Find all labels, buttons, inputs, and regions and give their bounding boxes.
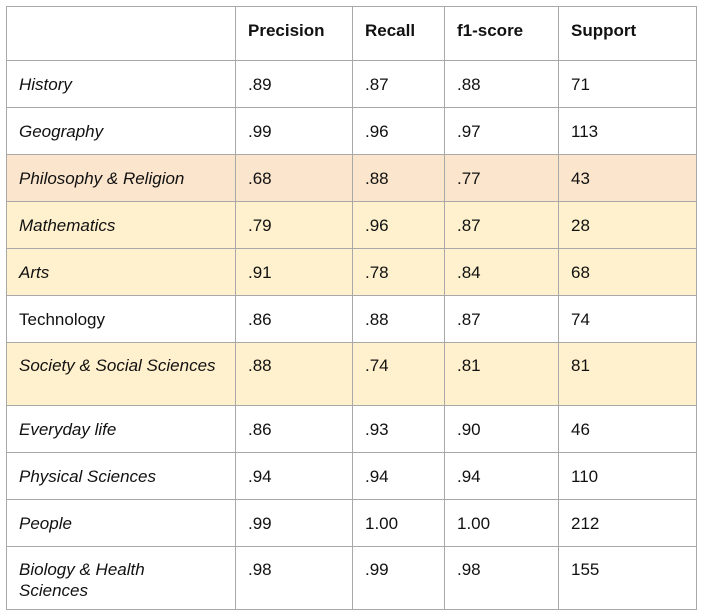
precision-cell: .86 [235, 405, 353, 453]
support-cell: 71 [558, 60, 697, 108]
f1-score-cell: .84 [444, 248, 559, 296]
f1-score-cell: 1.00 [444, 499, 559, 547]
category-cell: Philosophy & Religion [6, 154, 236, 202]
table-row: People .99 1.00 1.00 212 [6, 499, 697, 547]
support-cell: 68 [558, 248, 697, 296]
recall-cell: .96 [352, 201, 445, 249]
precision-cell: .99 [235, 499, 353, 547]
f1-score-cell: .94 [444, 452, 559, 500]
recall-cell: .87 [352, 60, 445, 108]
support-cell: 74 [558, 295, 697, 343]
table-row: Technology .86.88.87 74 [6, 295, 697, 343]
recall-cell: .96 [352, 107, 445, 155]
precision-cell: .94 [235, 452, 353, 500]
recall-cell: .74 [352, 342, 445, 406]
header-row: Precision Recall f1-score Support [6, 6, 697, 61]
category-cell: Physical Sciences [6, 452, 236, 500]
category-cell: History [6, 60, 236, 108]
category-cell: Society & Social Sciences [6, 342, 236, 406]
precision-cell: .86 [235, 295, 353, 343]
support-cell: 113 [558, 107, 697, 155]
support-cell: 212 [558, 499, 697, 547]
table-row: History .89.87.88 71 [6, 60, 697, 108]
support-cell: 155 [558, 546, 697, 610]
classification-report-table: Precision Recall f1-score Support Histor… [6, 6, 697, 610]
f1-score-cell: .97 [444, 107, 559, 155]
support-cell: 43 [558, 154, 697, 202]
table-row: Mathematics .79.96.87 28 [6, 201, 697, 249]
table-row: Physical Sciences .94.94.94 110 [6, 452, 697, 500]
recall-cell: .93 [352, 405, 445, 453]
recall-cell: .78 [352, 248, 445, 296]
support-cell: 46 [558, 405, 697, 453]
table-row: Everyday life .86.93.90 46 [6, 405, 697, 453]
recall-cell: .99 [352, 546, 445, 610]
precision-cell: .91 [235, 248, 353, 296]
f1-score-cell: .87 [444, 295, 559, 343]
category-cell: Everyday life [6, 405, 236, 453]
category-cell: Biology & Health Sciences [6, 546, 236, 610]
category-cell: Geography [6, 107, 236, 155]
recall-cell: 1.00 [352, 499, 445, 547]
table-row: Arts .91.78.84 68 [6, 248, 697, 296]
f1-score-cell: .88 [444, 60, 559, 108]
precision-cell: .88 [235, 342, 353, 406]
recall-cell: .94 [352, 452, 445, 500]
f1-score-cell: .77 [444, 154, 559, 202]
precision-cell: .79 [235, 201, 353, 249]
f1-score-cell: .87 [444, 201, 559, 249]
table-row: Biology & Health Sciences .98.99.98 155 [6, 546, 697, 610]
support-cell: 28 [558, 201, 697, 249]
precision-cell: .99 [235, 107, 353, 155]
table-row: Geography .99.96.97 113 [6, 107, 697, 155]
f1-score-cell: .90 [444, 405, 559, 453]
recall-cell: .88 [352, 154, 445, 202]
header-recall: Recall [352, 6, 445, 61]
recall-cell: .88 [352, 295, 445, 343]
category-cell: Technology [6, 295, 236, 343]
header-category [6, 6, 236, 61]
category-cell: People [6, 499, 236, 547]
table-body: History .89.87.88 71 Geography .99.96.97 113 P… [6, 60, 697, 610]
f1-score-cell: .98 [444, 546, 559, 610]
precision-cell: .68 [235, 154, 353, 202]
precision-cell: .98 [235, 546, 353, 610]
table-row: Society & Social Sciences .88.74.81 81 [6, 342, 697, 406]
category-cell: Arts [6, 248, 236, 296]
category-cell: Mathematics [6, 201, 236, 249]
precision-cell: .89 [235, 60, 353, 108]
header-f1-score: f1-score [444, 6, 559, 61]
support-cell: 110 [558, 452, 697, 500]
header-support: Support [558, 6, 697, 61]
support-cell: 81 [558, 342, 697, 406]
f1-score-cell: .81 [444, 342, 559, 406]
table-row: Philosophy & Religion .68.88.77 43 [6, 154, 697, 202]
header-precision: Precision [235, 6, 353, 61]
